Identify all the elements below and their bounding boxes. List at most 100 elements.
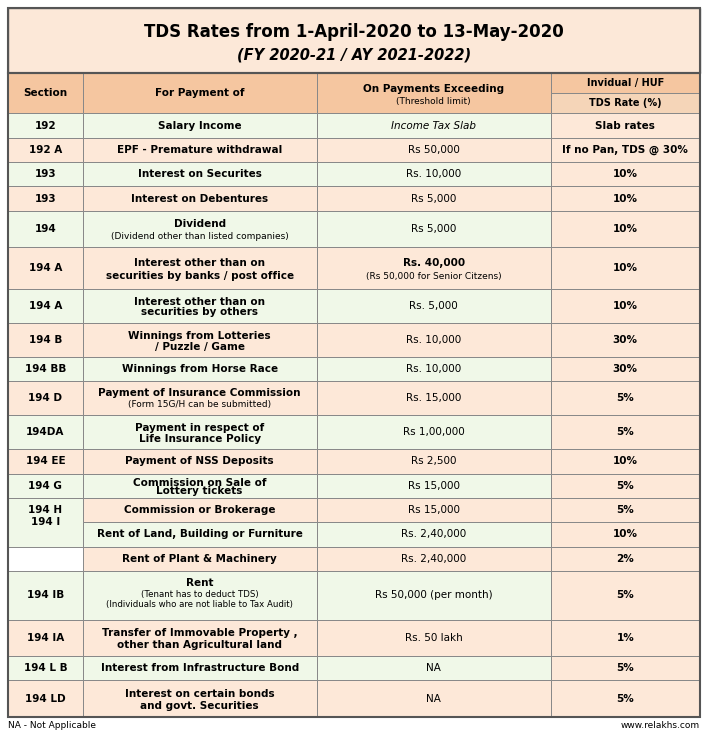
Bar [316, 474, 551, 498]
Bar [551, 247, 700, 288]
Bar [316, 114, 551, 138]
Text: 30%: 30% [612, 334, 638, 345]
Text: Rs 15,000: Rs 15,000 [408, 505, 459, 515]
Bar [8, 415, 83, 450]
Text: (FY 2020-21 / AY 2021-2022): (FY 2020-21 / AY 2021-2022) [237, 47, 471, 62]
Text: Rs. 2,40,000: Rs. 2,40,000 [401, 529, 466, 539]
Text: 194 G: 194 G [28, 480, 62, 491]
Text: 194 I: 194 I [30, 517, 60, 527]
Text: 194 H: 194 H [28, 505, 62, 515]
Bar [316, 211, 551, 247]
Text: Salary Income: Salary Income [158, 120, 241, 130]
Text: Rs. 5,000: Rs. 5,000 [409, 300, 458, 311]
Text: Interest from Infrastructure Bond: Interest from Infrastructure Bond [101, 663, 299, 673]
Bar [8, 138, 83, 162]
Text: Rs 50,000: Rs 50,000 [408, 145, 459, 155]
Bar [8, 74, 700, 717]
Text: Winnings from Lotteries: Winnings from Lotteries [128, 331, 271, 340]
Bar [316, 187, 551, 211]
Text: (Dividend other than listed companies): (Dividend other than listed companies) [111, 232, 289, 241]
Text: 10%: 10% [612, 224, 638, 234]
Bar [8, 571, 83, 620]
Bar [316, 620, 551, 656]
Bar [83, 247, 316, 288]
Text: Rs 50,000 (per month): Rs 50,000 (per month) [375, 590, 492, 600]
Text: 5%: 5% [617, 663, 634, 673]
Text: On Payments Exceeding: On Payments Exceeding [363, 84, 504, 93]
Bar [8, 114, 83, 138]
Bar [83, 547, 316, 571]
Text: Rs. 40,000: Rs. 40,000 [403, 258, 464, 268]
Text: Rent: Rent [186, 578, 213, 588]
Text: 10%: 10% [612, 300, 638, 311]
Text: (Tenant has to deduct TDS): (Tenant has to deduct TDS) [141, 590, 258, 599]
Text: 193: 193 [35, 169, 56, 179]
Text: 194 IB: 194 IB [27, 590, 64, 600]
Text: 194DA: 194DA [26, 427, 64, 437]
Text: Rs 5,000: Rs 5,000 [411, 224, 456, 234]
Text: 194 IA: 194 IA [27, 633, 64, 643]
Text: Lottery tickets: Lottery tickets [156, 486, 243, 495]
Text: 194 B: 194 B [29, 334, 62, 345]
Text: 5%: 5% [617, 393, 634, 403]
Bar [316, 162, 551, 187]
Text: / Puzzle / Game: / Puzzle / Game [154, 342, 245, 352]
Bar [8, 323, 83, 357]
Text: 10%: 10% [612, 529, 638, 539]
Bar [316, 323, 551, 357]
Bar [551, 138, 700, 162]
Bar [8, 381, 83, 415]
Bar [83, 415, 316, 450]
Bar [83, 571, 316, 620]
Text: securities by others: securities by others [141, 307, 258, 318]
Text: 193: 193 [35, 194, 56, 203]
Bar [8, 162, 83, 187]
Bar [83, 357, 316, 381]
Text: Transfer of Immovable Property ,: Transfer of Immovable Property , [102, 628, 297, 639]
Bar [551, 114, 700, 138]
Text: 192 A: 192 A [29, 145, 62, 155]
Bar [551, 680, 700, 717]
Bar [83, 498, 316, 522]
Bar [316, 522, 551, 547]
Bar [83, 474, 316, 498]
Text: Invidual / HUF: Invidual / HUF [587, 78, 664, 88]
Text: Commission on Sale of: Commission on Sale of [133, 477, 266, 488]
Bar [551, 162, 700, 187]
Text: Rs. 50 lakh: Rs. 50 lakh [405, 633, 462, 643]
Text: Commission or Brokerage: Commission or Brokerage [124, 505, 275, 515]
Bar [83, 450, 316, 474]
Text: Rs. 15,000: Rs. 15,000 [406, 393, 462, 403]
Bar [8, 288, 83, 323]
Text: Interest other than on: Interest other than on [135, 258, 266, 268]
Bar [83, 522, 316, 547]
Bar [551, 522, 700, 547]
Bar [83, 381, 316, 415]
Bar [551, 498, 700, 522]
Text: Life Insurance Policy: Life Insurance Policy [139, 434, 261, 444]
Text: 194 EE: 194 EE [25, 456, 65, 466]
Text: (Threshold limit): (Threshold limit) [396, 97, 471, 106]
Text: 194: 194 [35, 224, 56, 234]
Bar [551, 381, 700, 415]
Text: Slab rates: Slab rates [595, 120, 655, 130]
Text: For Payment of: For Payment of [155, 88, 244, 99]
Text: Rent of Plant & Machinery: Rent of Plant & Machinery [122, 553, 277, 564]
Text: 194 L B: 194 L B [23, 663, 67, 673]
Text: 194 A: 194 A [29, 263, 62, 273]
Bar [83, 323, 316, 357]
Bar [8, 450, 83, 474]
Bar [316, 381, 551, 415]
Text: 194 A: 194 A [29, 300, 62, 311]
Bar [8, 474, 83, 498]
Bar [316, 450, 551, 474]
Text: 10%: 10% [612, 194, 638, 203]
Bar [551, 74, 700, 93]
Bar [316, 498, 551, 522]
Bar [551, 288, 700, 323]
Bar [551, 187, 700, 211]
Text: TDS Rates from 1-April-2020 to 13-May-2020: TDS Rates from 1-April-2020 to 13-May-20… [144, 23, 564, 41]
Text: (Form 15G/H can be submitted): (Form 15G/H can be submitted) [128, 401, 271, 410]
Text: 194 BB: 194 BB [25, 364, 66, 374]
Bar [8, 8, 700, 74]
